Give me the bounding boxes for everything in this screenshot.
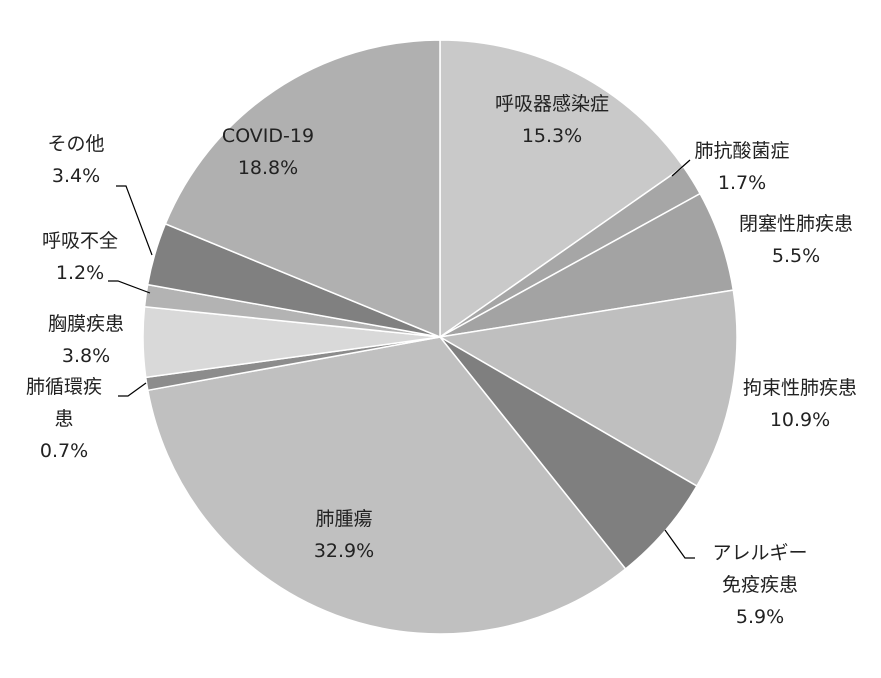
slice-category-label: 免疫疾患 bbox=[722, 574, 798, 596]
slice-value-label: 10.9% bbox=[770, 409, 830, 431]
slice-label: 肺抗酸菌症 1.7% bbox=[694, 140, 789, 194]
slice-category-label: 患 bbox=[54, 408, 73, 430]
slice-label: 肺腫瘍 32.9% bbox=[314, 508, 374, 562]
slice-value-label: 32.9% bbox=[314, 540, 374, 562]
slice-value-label: 5.5% bbox=[772, 245, 820, 267]
slice-label: 拘束性肺疾患 10.9% bbox=[743, 377, 857, 431]
slice-value-label: 1.2% bbox=[56, 262, 104, 284]
slice-value-label: 18.8% bbox=[238, 157, 298, 179]
slice-category-label: 呼吸不全 bbox=[42, 230, 118, 252]
slice-label: 閉塞性肺疾患 5.5% bbox=[739, 213, 853, 267]
leader-line bbox=[116, 185, 153, 256]
pie-slice-slice-0 bbox=[439, 39, 685, 339]
slice-category-label: 肺抗酸菌症 bbox=[694, 140, 789, 162]
slice-category-label: 拘束性肺疾患 bbox=[743, 377, 857, 399]
slice-category-label: COVID-19 bbox=[222, 125, 314, 147]
slice-category-label: 閉塞性肺疾患 bbox=[739, 213, 853, 235]
slice-label: COVID-19 18.8% bbox=[222, 125, 314, 179]
pie-slice-covid-19 bbox=[164, 39, 441, 339]
slice-label: その他 3.4% bbox=[47, 133, 104, 187]
slices-layer bbox=[142, 39, 738, 635]
leader-line bbox=[108, 280, 151, 294]
slice-value-label: 0.7% bbox=[40, 440, 88, 462]
slice-category-label: その他 bbox=[47, 133, 104, 155]
slice-category-label: アレルギー bbox=[712, 542, 807, 564]
slice-category-label: 肺循環疾 bbox=[26, 376, 102, 398]
slice-value-label: 15.3% bbox=[522, 125, 582, 147]
slice-category-label: 胸膜疾患 bbox=[48, 313, 124, 335]
pie-slice-slice-5 bbox=[146, 336, 627, 635]
slice-value-label: 3.8% bbox=[62, 345, 110, 367]
slice-category-label: 呼吸器感染症 bbox=[495, 93, 609, 115]
slice-category-label: 肺腫瘍 bbox=[315, 508, 372, 530]
slice-label: 呼吸不全 1.2% bbox=[42, 230, 118, 284]
slice-label: 胸膜疾患 3.8% bbox=[48, 313, 124, 367]
leader-lines-layer bbox=[108, 159, 695, 559]
leader-line bbox=[118, 382, 147, 397]
labels-layer: 呼吸器感染症 15.3% 肺抗酸菌症 1.7% 閉塞性肺疾患 5.5% 拘束性肺疾患 10.9… bbox=[26, 93, 857, 628]
leader-line bbox=[671, 159, 691, 177]
slice-value-label: 3.4% bbox=[52, 165, 100, 187]
leader-line bbox=[664, 529, 695, 559]
slice-value-label: 1.7% bbox=[718, 172, 766, 194]
slice-value-label: 5.9% bbox=[736, 606, 784, 628]
pie-slice-slice-3 bbox=[437, 289, 738, 488]
slice-label: 呼吸器感染症 15.3% bbox=[495, 93, 609, 147]
